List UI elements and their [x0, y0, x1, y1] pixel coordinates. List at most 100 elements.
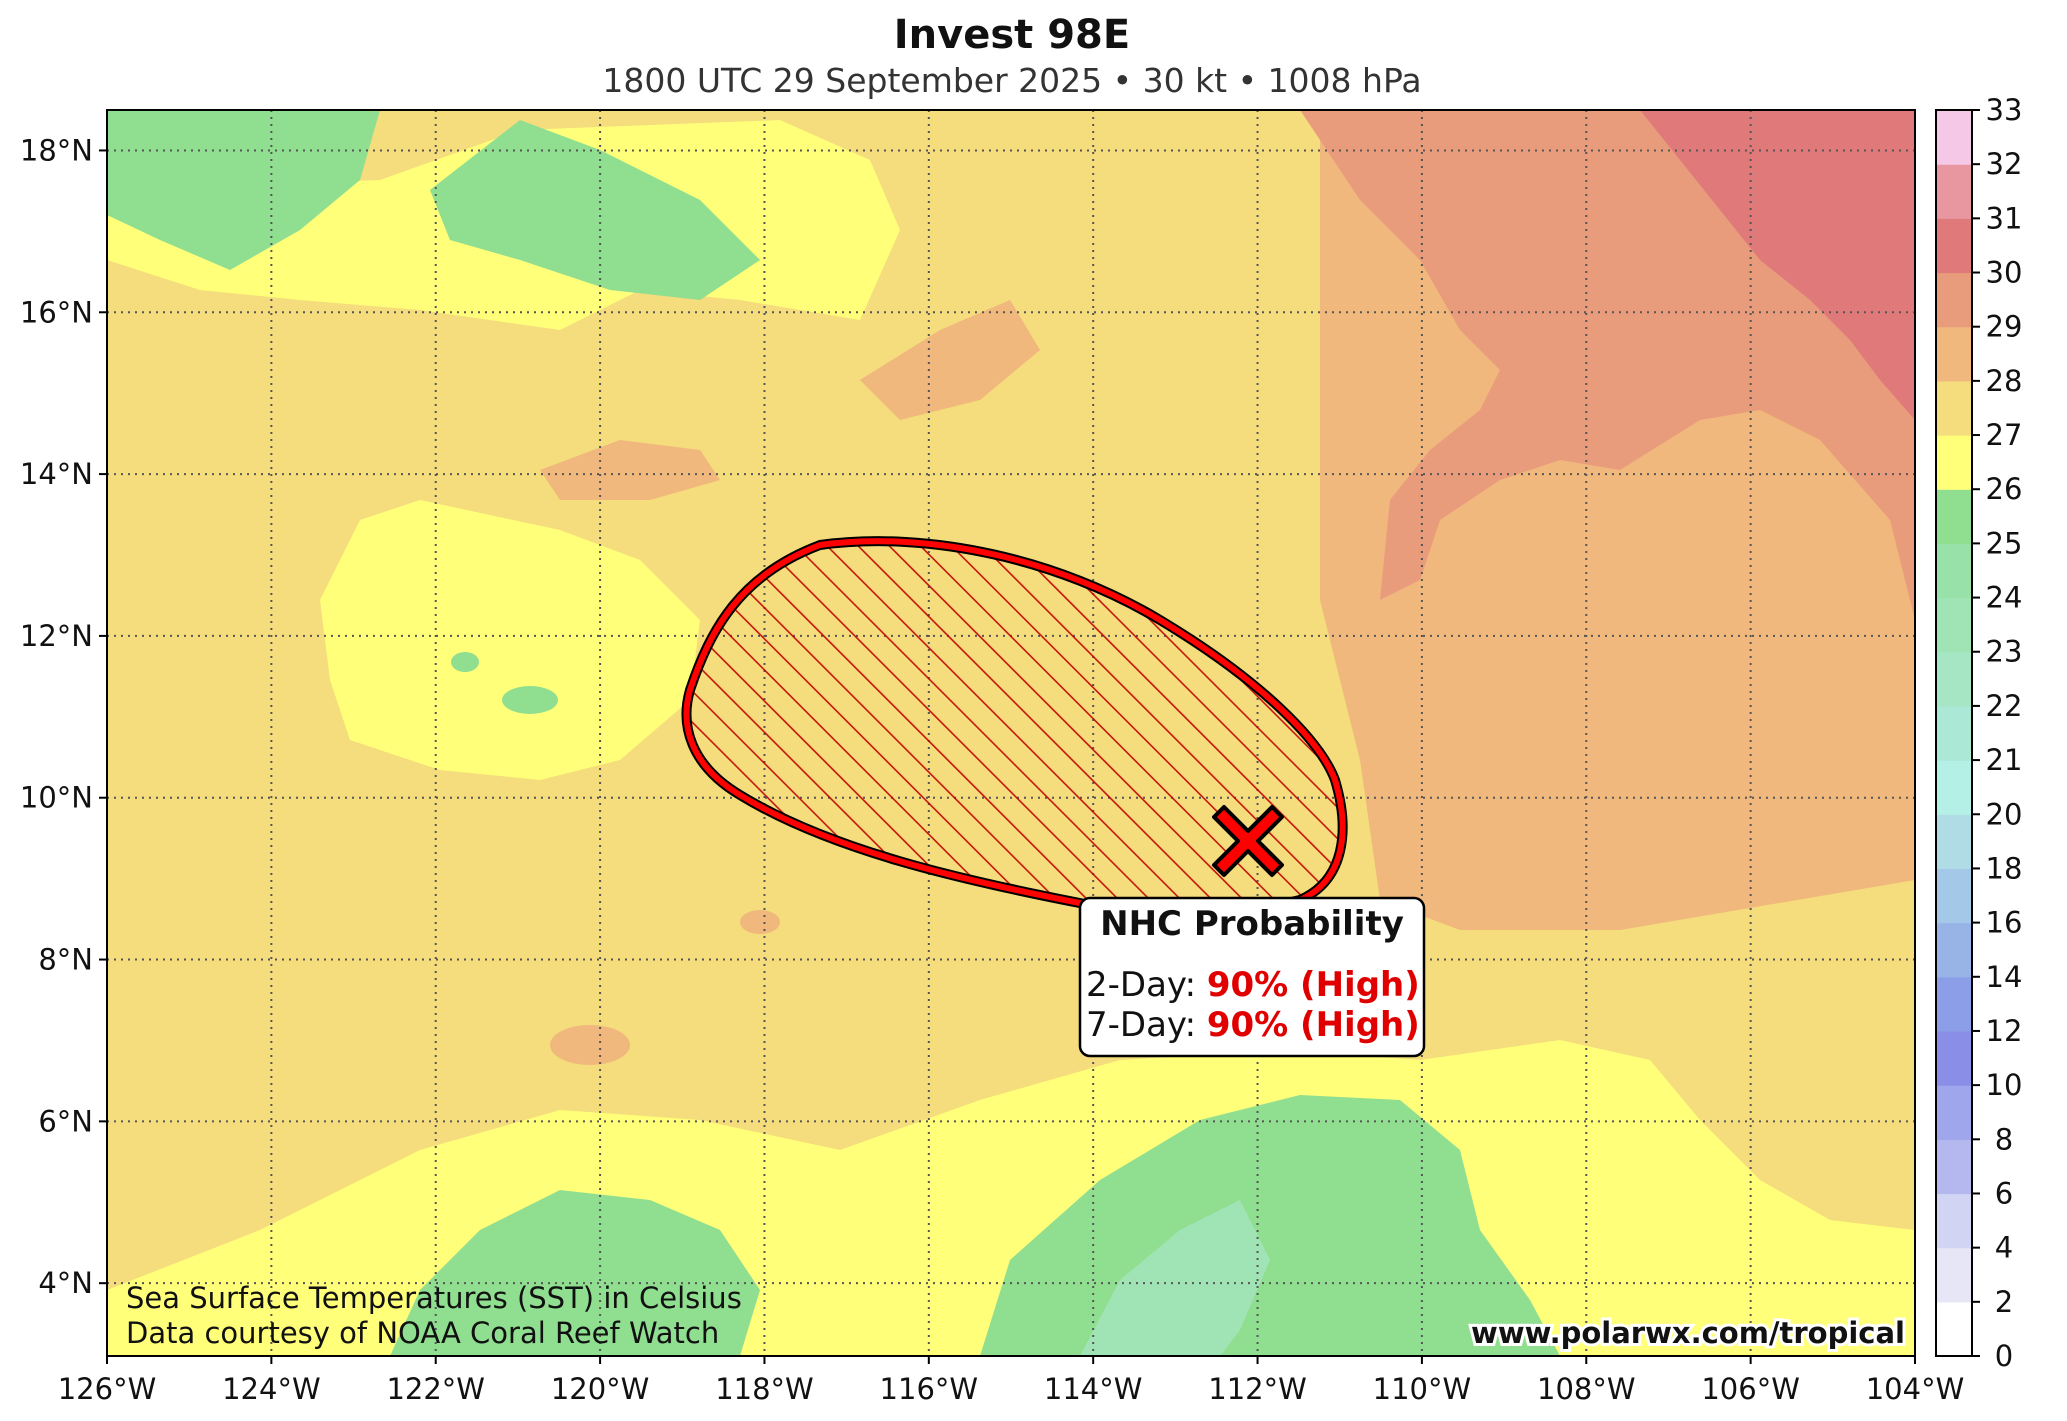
- lat-tick-label: 4°N: [38, 1266, 93, 1300]
- colorbar-tick-label: 4: [1995, 1231, 2013, 1265]
- probability-box: NHC Probability 2-Day: 90% (High) 7-Day:…: [1078, 896, 1426, 1058]
- sst-region-28c-west: [540, 440, 720, 500]
- lon-tick-label: 108°W: [1537, 1372, 1636, 1406]
- lon-tick-label: 120°W: [551, 1372, 650, 1406]
- colorbar-tick-label: 30: [1986, 256, 2023, 290]
- sst-region-30c-northeast: [1640, 110, 1915, 420]
- lon-tick-label: 118°W: [715, 1372, 814, 1406]
- colorbar-swatch: [1936, 1247, 1972, 1303]
- colorbar-swatch: [1936, 1301, 1972, 1357]
- sst-region-26c-west-central: [320, 500, 700, 780]
- lon-tick-label: 112°W: [1208, 1372, 1307, 1406]
- colorbar-swatch: [1936, 922, 1972, 978]
- lon-tick-label: 106°W: [1701, 1372, 1800, 1406]
- two-day-row: 2-Day: 90% (High): [1086, 965, 1420, 1005]
- sst-region-25c-spot: [502, 686, 558, 714]
- colorbar-tick-label: 33: [1986, 93, 2023, 127]
- colorbar-swatch: [1936, 597, 1972, 653]
- seven-day-value: 90% (High): [1207, 1005, 1420, 1045]
- sst-region-28c-spot-2: [740, 910, 780, 934]
- colorbar-swatch: [1936, 218, 1972, 274]
- credit-line-1: Sea Surface Temperatures (SST) in Celsiu…: [126, 1281, 742, 1315]
- colorbar-tick-label: 2: [1995, 1285, 2013, 1319]
- lon-tick-label: 104°W: [1866, 1372, 1965, 1406]
- colorbar-tick-label: 26: [1986, 472, 2023, 506]
- lat-tick-label: 18°N: [20, 133, 93, 167]
- credit-line-2: Data courtesy of NOAA Coral Reef Watch: [126, 1316, 719, 1350]
- colorbar-swatch: [1936, 760, 1972, 815]
- colorbar-swatch: [1936, 110, 1972, 165]
- colorbar-tick-label: 28: [1986, 364, 2023, 398]
- sst-region-25c-south-west: [390, 1190, 760, 1356]
- map-plot-area: [107, 110, 1915, 1356]
- colorbar-tick-label: 20: [1986, 797, 2023, 831]
- colorbar-tick-label: 23: [1986, 635, 2023, 669]
- colorbar-tick-label: 16: [1986, 906, 2023, 940]
- colorbar-swatch: [1936, 435, 1972, 490]
- map-title: Invest 98E: [894, 12, 1130, 58]
- website-url: www.polarwx.com/tropical: [1471, 1316, 1905, 1350]
- colorbar-tick-label: 31: [1986, 201, 2023, 235]
- red-x-icon: [1212, 805, 1284, 877]
- colorbar-swatch: [1936, 976, 1972, 1032]
- colorbar-tick-label: 21: [1986, 743, 2023, 777]
- colorbar-tick-label: 27: [1986, 418, 2023, 452]
- seven-day-label: 7-Day:: [1086, 1005, 1196, 1045]
- colorbar-swatch: [1936, 1030, 1972, 1086]
- lon-tick-label: 110°W: [1373, 1372, 1472, 1406]
- colorbar-swatch: [1936, 814, 1972, 870]
- colorbar-swatch: [1936, 326, 1972, 382]
- sst-region-28c-north-tongue: [860, 300, 1040, 420]
- colorbar-swatch: [1936, 489, 1972, 544]
- colorbar-tick-label: 25: [1986, 526, 2023, 560]
- colorbar: 0246810121416182021222324252627282930313…: [1935, 93, 2023, 1373]
- two-day-label: 2-Day:: [1086, 965, 1196, 1005]
- colorbar-swatch: [1936, 164, 1972, 219]
- colorbar-tick-label: 22: [1986, 689, 2023, 723]
- colorbar-swatch: [1936, 272, 1972, 328]
- colorbar-swatch: [1936, 705, 1972, 761]
- colorbar-tick-label: 14: [1986, 960, 2023, 994]
- colorbar-swatch: [1936, 1139, 1972, 1195]
- probability-box-title: NHC Probability: [1100, 904, 1404, 944]
- probability-box-frame: [1078, 896, 1426, 1058]
- lat-tick-label: 12°N: [20, 619, 93, 653]
- seven-day-row: 7-Day: 90% (High): [1086, 1005, 1420, 1045]
- lon-tick-label: 114°W: [1044, 1372, 1143, 1406]
- colorbar-swatch: [1936, 380, 1972, 436]
- colorbar-tick-label: 0: [1995, 1339, 2013, 1373]
- lon-tick-label: 116°W: [880, 1372, 979, 1406]
- lat-tick-label: 10°N: [20, 781, 93, 815]
- lat-tick-label: 14°N: [20, 457, 93, 491]
- colorbar-tick-label: 24: [1986, 581, 2023, 615]
- longitude-axis: 126°W 124°W 122°W 120°W 118°W 116°W 114°W 112°W…: [58, 1356, 1965, 1406]
- sst-region-28c-spot: [550, 1025, 630, 1065]
- map-subtitle: 1800 UTC 29 September 2025 • 30 kt • 100…: [602, 61, 1421, 100]
- sst-region-25c-north: [430, 120, 760, 300]
- colorbar-tick-label: 6: [1995, 1176, 2013, 1210]
- two-day-value: 90% (High): [1207, 965, 1420, 1005]
- colorbar-tick-label: 8: [1995, 1122, 2013, 1156]
- colorbar-tick-label: 18: [1986, 851, 2023, 885]
- lat-tick-label: 16°N: [20, 295, 93, 329]
- colorbar-tick-label: 10: [1986, 1068, 2023, 1102]
- sst-region-24c-south-central: [1080, 1200, 1270, 1356]
- colorbar-swatch: [1936, 1193, 1972, 1249]
- colorbar-swatch: [1936, 868, 1972, 924]
- colorbar-frame: [1935, 109, 1973, 1357]
- lon-tick-label: 126°W: [58, 1372, 157, 1406]
- colorbar-swatch: [1936, 651, 1972, 707]
- colorbar-tick-label: 32: [1986, 147, 2023, 181]
- lat-tick-label: 6°N: [38, 1104, 93, 1138]
- colorbar-tick-label: 29: [1986, 310, 2023, 344]
- colorbar-swatch: [1936, 1085, 1972, 1140]
- map-frame: [106, 109, 1916, 1357]
- colorbar-swatch: [1936, 543, 1972, 599]
- sst-region-25c-spot-2: [451, 652, 479, 672]
- lon-tick-label: 122°W: [386, 1372, 485, 1406]
- lon-tick-label: 124°W: [222, 1372, 321, 1406]
- lat-tick-label: 8°N: [38, 943, 93, 977]
- colorbar-tick-label: 12: [1986, 1014, 2023, 1048]
- latitude-axis: 4°N 6°N 8°N 10°N 12°N 14°N 16°N 18°N: [20, 133, 107, 1300]
